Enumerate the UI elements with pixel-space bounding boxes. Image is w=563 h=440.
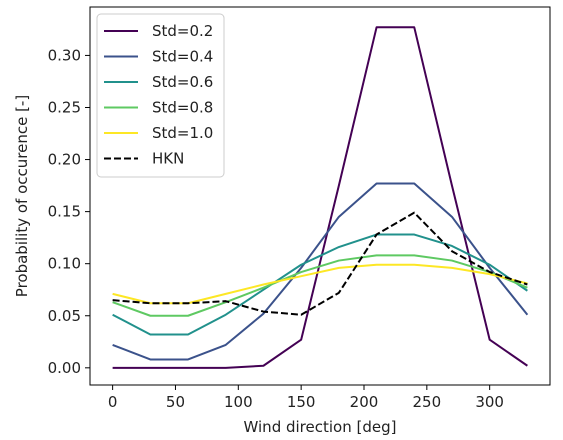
series-line-5	[112, 211, 528, 316]
plot-frame	[89, 6, 551, 386]
legend-label: Std=0.8	[152, 99, 213, 117]
x-tick-label: 250	[413, 393, 442, 411]
legend-label: Std=0.6	[152, 73, 213, 91]
legend-label: Std=0.4	[152, 48, 213, 66]
x-tick-label: 150	[287, 393, 316, 411]
x-tick-label: 100	[224, 393, 253, 411]
series-line-4	[112, 263, 528, 305]
x-tick-label: 0	[108, 393, 118, 411]
y-tick-label: 0.25	[48, 98, 81, 116]
x-tick-label: 50	[166, 393, 185, 411]
y-tick-label: 0.05	[48, 307, 81, 325]
legend-label: HKN	[152, 150, 184, 168]
x-axis-label: Wind direction [deg]	[244, 418, 397, 436]
legend: Std=0.2 Std=0.4 Std=0.6 Std=0.8 Std=1.0 HKN	[96, 13, 225, 178]
series-line-2	[112, 233, 528, 336]
y-axis-label: Probability of occurence [-]	[13, 95, 31, 297]
series-line-3	[112, 254, 528, 317]
series-line-1	[112, 182, 529, 361]
x-tick-label: 200	[350, 393, 379, 411]
x-tick-label: 300	[475, 393, 504, 411]
series-line-0	[112, 26, 528, 369]
legend-label: Std=1.0	[152, 124, 213, 142]
y-tick-label: 0.20	[48, 151, 81, 169]
y-tick-label: 0.00	[48, 359, 81, 377]
x-axis-ticks: 0 50 100 150 200 250 300	[108, 385, 504, 411]
legend-box	[96, 13, 225, 178]
plot-lines	[112, 26, 529, 369]
y-tick-label: 0.15	[48, 203, 81, 221]
legend-label: Std=0.2	[152, 22, 213, 40]
y-tick-label: 0.10	[48, 255, 81, 273]
y-tick-label: 0.30	[48, 46, 81, 64]
y-axis-ticks: 0.00 0.05 0.10 0.15 0.20 0.25 0.30	[48, 46, 90, 377]
